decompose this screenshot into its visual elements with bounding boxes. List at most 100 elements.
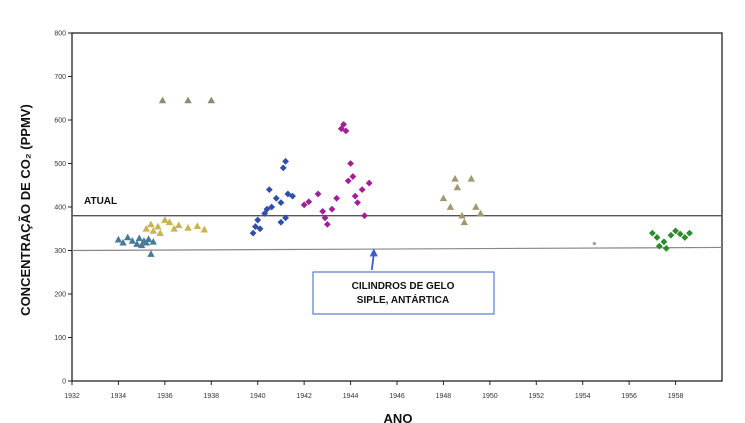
plot-frame [71, 32, 723, 382]
annotation-arrow-head [369, 248, 378, 257]
data-point [340, 120, 348, 128]
data-point [207, 96, 215, 104]
data-point [333, 194, 341, 202]
x-tick-label: 1934 [111, 393, 127, 400]
data-point [681, 234, 689, 241]
data-point [200, 225, 209, 233]
data-point [660, 238, 668, 246]
annotation-line: CILINDROS DE GELO [352, 281, 455, 292]
x-tick-label: 1944 [343, 393, 359, 400]
x-axis-ticks: 1932 1934 1936 1938 1940 1942 1944 1946 1948 1950… [64, 381, 683, 400]
data-point [592, 241, 596, 246]
data-point [328, 205, 336, 213]
data-point [467, 174, 475, 182]
data-point [184, 224, 192, 231]
data-point [314, 190, 322, 198]
x-tick-label: 1958 [668, 393, 684, 400]
data-point [277, 218, 285, 226]
data-point [648, 229, 656, 237]
data-point [147, 220, 155, 228]
data-point [342, 127, 350, 135]
data-point [175, 221, 183, 229]
annotation-line: SIPLE, ANTÁRTICA [357, 293, 449, 306]
data-point [154, 222, 162, 230]
data-point [147, 250, 155, 257]
data-point [142, 238, 150, 246]
data-point [279, 164, 287, 172]
data-point [358, 186, 366, 193]
data-point [349, 173, 357, 180]
data-point [249, 229, 257, 237]
data-point [458, 211, 466, 219]
data-point [170, 224, 178, 232]
data-point [653, 234, 661, 241]
data-point [344, 177, 352, 185]
data-point [128, 237, 137, 244]
x-tick-label: 1952 [528, 393, 544, 400]
data-point [319, 207, 327, 215]
y-tick-label: 400 [54, 205, 66, 212]
y-tick-label: 200 [54, 292, 66, 299]
data-point [254, 216, 262, 224]
data-point [156, 229, 164, 236]
plot-border [71, 32, 723, 382]
data-point [300, 201, 308, 209]
data-point [144, 235, 153, 243]
data-point [282, 157, 289, 165]
y-tick-label: 600 [54, 118, 66, 125]
data-point [667, 231, 675, 239]
data-point [165, 218, 174, 226]
y-tick-label: 500 [54, 161, 66, 168]
data-point [439, 194, 448, 202]
data-point [282, 214, 289, 222]
data-point [323, 221, 331, 228]
data-point [135, 234, 144, 242]
y-tick-label: 100 [54, 335, 66, 342]
annotation-box [312, 271, 495, 315]
x-tick-label: 1948 [436, 393, 452, 400]
data-point [460, 218, 469, 226]
data-point [446, 203, 455, 210]
x-tick-label: 1940 [250, 393, 266, 400]
y-tick-label: 0 [62, 379, 66, 386]
x-tick-label: 1954 [575, 393, 591, 400]
annotation-arrow-shaft [370, 254, 375, 271]
data-point [124, 233, 132, 241]
data-point [265, 186, 273, 193]
data-point [263, 205, 271, 213]
data-point [354, 199, 361, 207]
data-point [662, 244, 670, 252]
x-tick-label: 1946 [389, 393, 405, 400]
data-point [361, 212, 368, 220]
data-point [251, 223, 259, 230]
data-point [277, 199, 285, 207]
x-tick-label: 1956 [621, 393, 637, 400]
data-point [142, 224, 150, 232]
data-point [161, 216, 169, 223]
x-tick-label: 1932 [64, 393, 80, 400]
ice-core-line [71, 246, 723, 252]
data-point [268, 203, 276, 211]
x-axis-title: ANO [384, 411, 413, 423]
data-point [256, 225, 264, 233]
x-tick-label: 1938 [203, 393, 219, 400]
reference-lines [71, 214, 723, 252]
data-point [337, 125, 345, 133]
data-point [451, 174, 459, 182]
atual-label: ATUAL [84, 196, 117, 207]
x-tick-label: 1942 [296, 393, 312, 400]
data-point [305, 198, 313, 206]
data-point [347, 160, 354, 167]
data-point [133, 240, 141, 247]
data-point [114, 235, 123, 243]
x-tick-label: 1950 [482, 393, 498, 400]
data-point [119, 238, 127, 246]
data-point [158, 96, 167, 104]
data-points [114, 96, 693, 257]
data-point [149, 237, 157, 245]
data-point [672, 227, 679, 235]
y-tick-label: 300 [54, 248, 66, 255]
data-point [284, 190, 292, 198]
